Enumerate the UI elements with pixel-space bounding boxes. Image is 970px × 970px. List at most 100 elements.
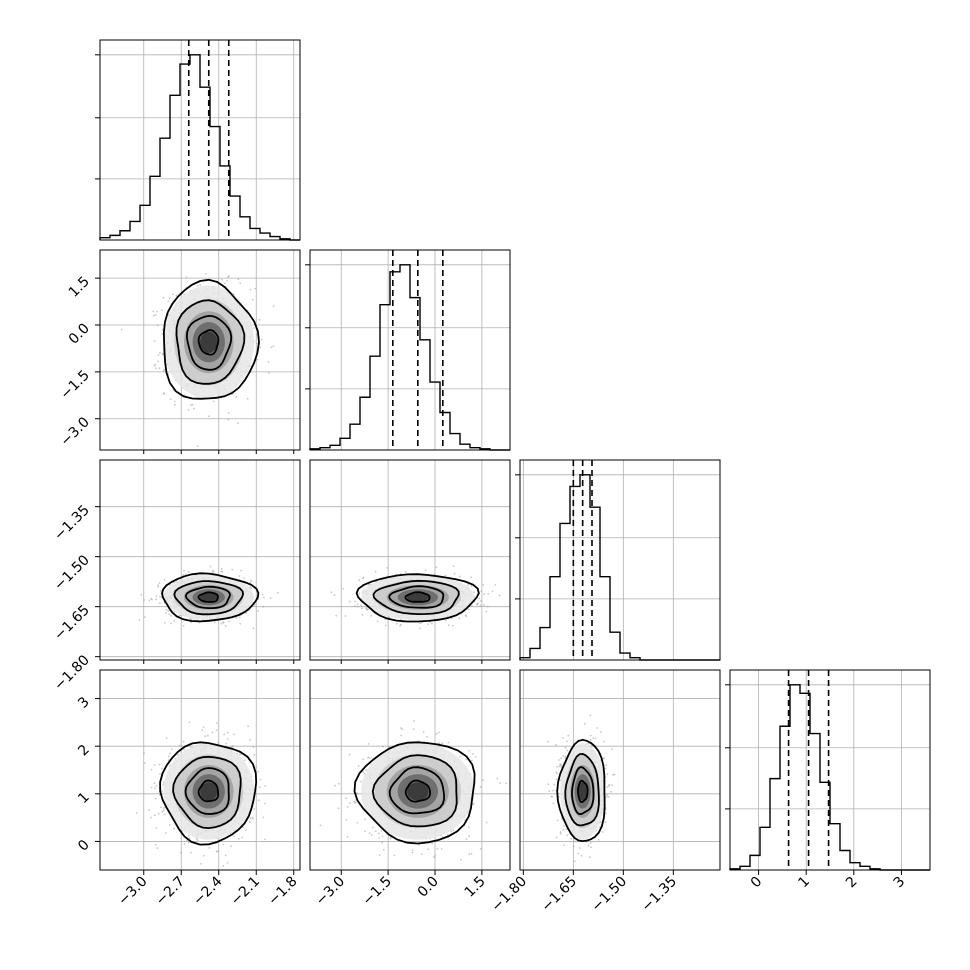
sample-point: [481, 779, 484, 782]
sample-point: [354, 605, 356, 608]
sample-point: [206, 734, 209, 737]
sample-point: [222, 864, 225, 867]
sample-point: [148, 599, 151, 602]
sample-point: [259, 778, 262, 781]
sample-point: [348, 753, 351, 756]
sample-point: [259, 786, 261, 789]
sample-point: [188, 837, 191, 839]
sample-point: [208, 847, 211, 849]
sample-point: [182, 624, 185, 627]
sample-point: [239, 753, 241, 756]
sample-point: [362, 758, 364, 760]
sample-point: [380, 830, 383, 832]
sample-point: [419, 627, 422, 630]
sample-point: [441, 742, 444, 745]
sample-point: [553, 783, 556, 786]
sample-point: [226, 738, 229, 740]
sample-point: [444, 574, 447, 577]
sample-point: [163, 579, 166, 581]
sample-point: [499, 782, 501, 784]
sample-point: [393, 854, 396, 857]
sample-point: [372, 826, 374, 829]
sample-point: [222, 843, 225, 846]
sample-point: [592, 737, 595, 740]
sample-point: [334, 784, 336, 787]
sample-point: [374, 830, 377, 833]
sample-point: [138, 619, 141, 621]
sample-point: [144, 762, 146, 764]
sample-point: [468, 853, 471, 856]
sample-point: [479, 786, 482, 789]
sample-point: [367, 583, 370, 586]
sample-point: [187, 571, 190, 573]
sample-point: [150, 816, 152, 819]
sample-point: [158, 582, 161, 585]
sample-point: [485, 610, 488, 613]
sample-point: [140, 593, 143, 596]
sample-point: [435, 566, 438, 569]
sample-point: [204, 735, 207, 738]
sample-point: [596, 727, 598, 729]
sample-point: [357, 765, 360, 767]
sample-point: [420, 853, 423, 855]
sample-point: [156, 310, 158, 313]
sample-point: [346, 806, 349, 808]
sample-point: [196, 445, 199, 448]
sample-point: [386, 567, 389, 569]
sample-point: [565, 828, 568, 830]
contour-line: [197, 329, 220, 356]
sample-point: [187, 834, 190, 837]
sample-point: [498, 594, 501, 597]
sample-point: [168, 297, 171, 299]
sample-point: [202, 726, 205, 728]
sample-point: [159, 773, 161, 776]
sample-point: [487, 592, 490, 595]
sample-point: [349, 802, 351, 804]
sample-point: [173, 400, 176, 403]
sample-point: [255, 333, 258, 336]
sample-point: [161, 353, 164, 355]
sample-point: [167, 300, 170, 303]
sample-point: [467, 608, 470, 611]
sample-point: [473, 591, 476, 593]
sample-point: [447, 741, 450, 744]
sample-point: [473, 803, 475, 805]
sample-point: [276, 591, 279, 594]
sample-point: [262, 816, 265, 819]
panel-frame: [99, 39, 301, 241]
sample-point: [160, 806, 162, 809]
sample-point: [238, 616, 241, 619]
sample-point: [162, 809, 165, 812]
sample-point: [370, 834, 373, 836]
sample-point: [478, 597, 481, 600]
sample-point: [475, 603, 478, 606]
sample-point: [247, 725, 250, 728]
sample-point: [168, 613, 171, 615]
sample-point: [268, 371, 270, 374]
sample-point: [188, 841, 190, 844]
sample-point: [431, 842, 434, 845]
sample-point: [173, 620, 176, 622]
sample-point: [158, 763, 161, 766]
sample-point: [491, 590, 494, 592]
sample-point: [169, 398, 172, 400]
sample-point: [212, 400, 215, 403]
sample-point: [411, 849, 414, 852]
sample-point: [358, 579, 361, 582]
sample-point: [158, 367, 161, 370]
sample-point: [143, 599, 146, 601]
sample-point: [559, 832, 562, 835]
sample-point: [120, 328, 123, 331]
sample-point: [215, 729, 218, 732]
sample-point: [562, 737, 564, 739]
sample-point: [154, 314, 157, 316]
sample-point: [559, 831, 562, 833]
sample-point: [264, 838, 266, 841]
sample-point: [437, 731, 440, 734]
sample-point: [253, 808, 256, 810]
sample-point: [157, 812, 160, 815]
sample-point: [163, 813, 166, 816]
sample-point: [269, 597, 272, 600]
sample-point: [445, 619, 447, 622]
sample-point: [357, 605, 360, 608]
